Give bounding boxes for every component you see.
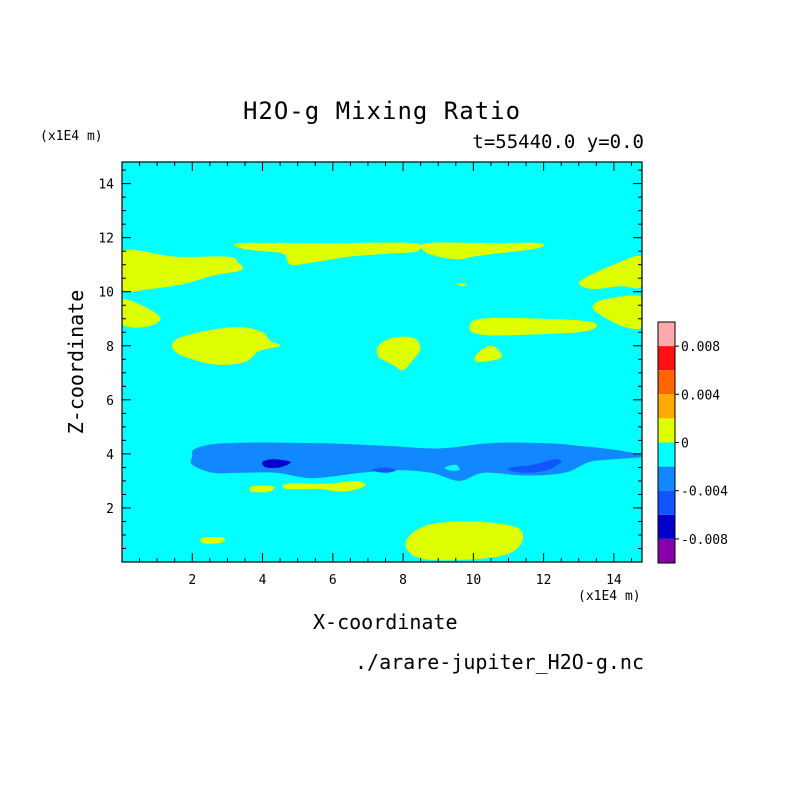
contour-region-17	[371, 467, 397, 473]
y-axis-label: Z-coordinate	[64, 289, 88, 435]
contour-region-16	[507, 459, 562, 473]
colorbar: 0.008 0.004 0 -0.004 -0.008	[657, 321, 728, 564]
colorbar-swatch	[658, 514, 675, 539]
colorbar-tick-label: 0.004	[681, 388, 720, 403]
contour-region-11	[282, 480, 366, 492]
colorbar-swatch	[658, 346, 675, 371]
y-tick-label: 14	[98, 178, 114, 193]
x-tick-label: 2	[188, 573, 196, 588]
colorbar-tick-label: -0.008	[681, 533, 728, 548]
contour-region-3	[578, 255, 642, 290]
y-tick-label: 6	[106, 394, 114, 409]
contour-region-0	[122, 249, 244, 293]
contour-regions	[122, 242, 642, 561]
colorbar-tick-label: -0.004	[681, 485, 728, 500]
contour-region-5	[592, 295, 642, 330]
x-tick-label: 10	[466, 573, 482, 588]
y-tick-label: 4	[106, 448, 114, 463]
y-tick-label: 12	[98, 232, 114, 247]
contour-region-2	[421, 242, 545, 260]
contour-region-18	[262, 459, 291, 469]
plot-background	[122, 162, 642, 562]
contour-region-7	[172, 326, 281, 365]
chart-subtitle: t=55440.0 y=0.0	[472, 131, 644, 153]
colorbar-swatch	[658, 394, 675, 419]
colorbar-swatch	[658, 442, 675, 467]
y-tick-label: 2	[106, 502, 114, 517]
y-tick-label: 8	[106, 340, 114, 355]
contour-region-1	[233, 242, 423, 266]
plot-frame	[121, 161, 643, 563]
contour-region-14	[405, 521, 524, 561]
contour-region-8	[376, 336, 421, 371]
x-tick-label: 6	[329, 573, 337, 588]
colorbar-swatch	[658, 322, 675, 347]
axis-ticks: 2 4 6 8 10 12 14 2 4 6 8 10 12 14	[98, 162, 642, 588]
colorbar-tick-label: 0.008	[681, 340, 720, 355]
contour-region-6	[469, 317, 598, 336]
contour-region-13	[200, 537, 226, 544]
contour-region-9	[474, 345, 502, 363]
colorbar-swatch	[658, 538, 675, 563]
x-tick-label: 12	[536, 573, 552, 588]
x-axis-label: X-coordinate	[313, 610, 458, 634]
x-axis-unit: (x1E4 m)	[578, 589, 641, 604]
chart-title: H2O-g Mixing Ratio	[242, 97, 522, 125]
x-tick-label: 14	[606, 573, 622, 588]
y-axis-unit: (x1E4 m)	[40, 129, 103, 144]
colorbar-swatch	[658, 490, 675, 515]
x-tick-label: 4	[259, 573, 267, 588]
contour-region-10	[455, 283, 467, 287]
y-tick-label: 10	[98, 286, 114, 301]
colorbar-swatch	[658, 466, 675, 491]
contour-region-12	[249, 485, 275, 493]
colorbar-tick-label: 0	[681, 437, 689, 452]
contour-region-4	[122, 299, 161, 328]
source-filename: ./arare-jupiter_H2O-g.nc	[355, 650, 644, 674]
colorbar-swatch	[658, 370, 675, 395]
colorbar-swatch	[658, 418, 675, 443]
x-tick-label: 8	[399, 573, 407, 588]
contour-region-19	[444, 464, 460, 471]
